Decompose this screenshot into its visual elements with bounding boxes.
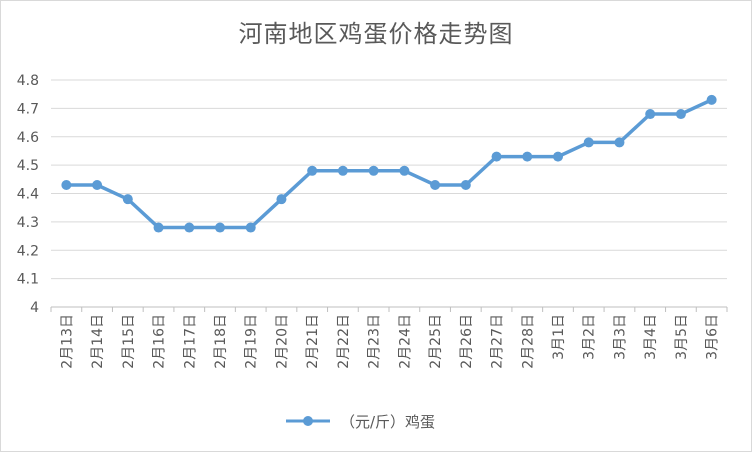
data-point xyxy=(92,179,103,190)
data-point xyxy=(460,179,471,190)
x-tick-label: 2月13日 xyxy=(59,314,75,369)
x-tick-label: 3月5日 xyxy=(674,314,690,360)
data-point xyxy=(307,165,318,176)
y-tick-label: 4.7 xyxy=(17,101,39,117)
x-tick-label: 3月4日 xyxy=(643,314,659,360)
x-tick-label: 2月16日 xyxy=(152,314,168,369)
x-tick-label: 2月14日 xyxy=(90,314,106,369)
data-point xyxy=(675,109,686,120)
chart-title: 河南地区鸡蛋价格走势图 xyxy=(238,20,514,48)
x-tick-label: 2月26日 xyxy=(459,314,475,369)
x-tick-label: 2月21日 xyxy=(305,314,321,369)
x-tick-label: 2月17日 xyxy=(182,314,198,369)
y-tick-label: 4.4 xyxy=(17,187,39,203)
data-point xyxy=(153,222,164,233)
data-point xyxy=(430,179,441,190)
x-tick-label: 3月3日 xyxy=(612,314,628,360)
y-tick-label: 4.3 xyxy=(17,215,39,231)
y-tick-label: 4.2 xyxy=(17,243,39,259)
series-line xyxy=(66,98,713,230)
data-point xyxy=(276,194,287,205)
data-point xyxy=(553,151,563,162)
x-tick-label: 2月24日 xyxy=(397,314,413,369)
data-series xyxy=(61,94,717,233)
legend: （元/斤）鸡蛋 xyxy=(286,413,435,431)
data-point xyxy=(215,222,225,233)
x-tick-label: 2月27日 xyxy=(490,314,506,369)
data-point xyxy=(368,165,379,176)
data-point xyxy=(399,165,410,176)
data-point xyxy=(614,137,625,148)
data-point xyxy=(61,179,72,190)
x-tick-label: 2月19日 xyxy=(244,314,260,369)
y-tick-label: 4.8 xyxy=(17,73,39,89)
gridlines xyxy=(51,79,727,308)
data-point xyxy=(706,94,717,105)
data-point xyxy=(522,151,533,162)
x-tick-label: 3月6日 xyxy=(705,314,721,360)
x-tick-label: 2月18日 xyxy=(213,314,229,369)
y-tick-label: 4.6 xyxy=(17,130,39,146)
x-tick-label: 2月20日 xyxy=(274,314,290,369)
y-axis-ticks: 4 4.1 4.2 4.3 4.4 4.5 4.6 4.7 4.8 xyxy=(17,73,39,316)
x-axis-ticks: 2月13日 2月14日 2月15日 2月16日 2月17日 2月18日 2月19日 2月20日… xyxy=(50,307,728,369)
legend-point-marker xyxy=(303,416,313,426)
data-point xyxy=(645,109,656,120)
x-tick-label: 2月23日 xyxy=(367,314,383,369)
x-tick-label: 2月22日 xyxy=(336,314,352,369)
x-tick-label: 2月15日 xyxy=(121,314,137,369)
legend-label: （元/斤）鸡蛋 xyxy=(340,413,435,431)
data-point xyxy=(337,165,348,176)
y-tick-label: 4.5 xyxy=(17,158,39,174)
data-point xyxy=(245,222,256,233)
y-tick-label: 4 xyxy=(30,300,39,316)
data-point xyxy=(122,194,133,205)
x-tick-label: 3月1日 xyxy=(551,314,567,360)
data-point xyxy=(184,222,195,233)
y-tick-label: 4.1 xyxy=(17,272,39,288)
x-tick-label: 2月28日 xyxy=(520,314,536,369)
x-tick-label: 2月25日 xyxy=(428,314,444,369)
data-point xyxy=(491,151,502,162)
data-point xyxy=(583,137,594,148)
x-tick-label: 3月2日 xyxy=(582,314,598,360)
